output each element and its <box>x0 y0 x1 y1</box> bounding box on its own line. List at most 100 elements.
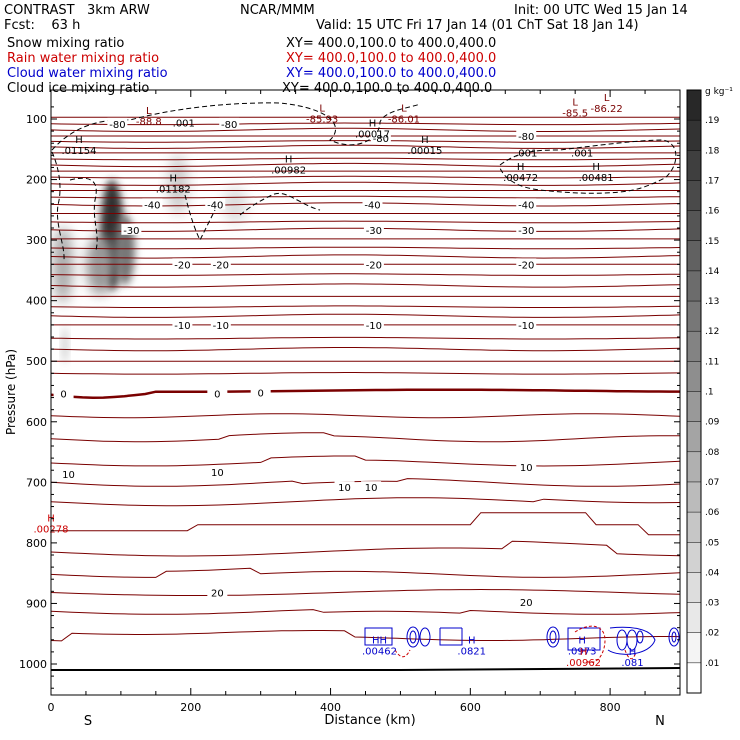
north-label: N <box>655 714 665 729</box>
isotherm-label: 10 <box>520 463 533 474</box>
x-tick-label: 0 <box>48 701 55 714</box>
isotherm-label: -40 <box>518 200 534 211</box>
extremum-marker: L <box>146 106 152 117</box>
extremum-marker: L <box>572 98 578 109</box>
isotherm-label: -20 <box>518 260 534 271</box>
colorbar-band <box>687 391 701 423</box>
extremum-value: .00481 <box>579 173 614 184</box>
y-tick-label: 800 <box>26 537 47 550</box>
isotherm-label-bg <box>172 318 193 330</box>
isotherm-label-bg <box>172 258 193 270</box>
model-name: 3km ARW <box>86 3 150 18</box>
isotherm-label: 20 <box>520 598 533 609</box>
rain-contours <box>394 625 637 663</box>
colorbar-label: .15 <box>705 237 719 247</box>
ice-contour <box>239 192 321 216</box>
isotherm-label: -80 <box>221 120 237 131</box>
colorbar-band <box>687 572 701 604</box>
extremum-value: .0973 <box>568 646 597 657</box>
extremum-value: .00982 <box>271 166 306 177</box>
extremum-value: -86.22 <box>590 104 622 115</box>
cloud-water-contour <box>636 630 644 644</box>
isotherm-label: -10 <box>213 321 229 332</box>
extremum-value: .00962 <box>566 658 601 669</box>
isotherm-label-bg <box>516 258 537 270</box>
isotherm-label-bg <box>516 318 537 330</box>
colorbar-label: .11 <box>705 357 719 367</box>
cloud-water-contour <box>546 626 560 648</box>
colorbar-band <box>687 210 701 242</box>
isotherm-label-bg <box>362 198 383 210</box>
extremum-value: -85.93 <box>306 115 338 126</box>
x-tick-label: 600 <box>460 701 481 714</box>
colorbar-label: .14 <box>705 267 720 277</box>
isotherm-line <box>51 162 680 168</box>
legend-rain: Rain water mixing ratio <box>7 51 160 66</box>
isotherm-label: -80 <box>373 134 389 145</box>
y-tick-label: 100 <box>26 113 47 126</box>
isotherm-label: -40 <box>364 200 380 211</box>
colorbar-unit: g kg⁻¹ <box>705 87 733 97</box>
extremum-marker: H <box>468 635 476 646</box>
isotherm-label-bg <box>516 596 537 608</box>
isotherm-lines <box>51 116 680 642</box>
cloud-water-contour <box>549 630 557 644</box>
isotherm-label-bg <box>334 481 355 493</box>
legend-rain-xy: XY= 400.0,100.0 to 400.0,400.0 <box>286 51 497 66</box>
x-axis-title: Distance (km) <box>324 713 415 728</box>
isotherm-label: -80 <box>109 120 125 131</box>
legend-cloud-ice-xy: XY= 400.0,100.0 to 400.0,400.0 <box>282 81 493 96</box>
isotherm-label: -20 <box>213 260 229 271</box>
isotherm-line <box>51 181 680 186</box>
colorbar-label: .13 <box>705 297 719 307</box>
snow-blob <box>62 327 68 363</box>
x-tick-label: 200 <box>180 701 201 714</box>
extremum-marker: H <box>75 135 83 146</box>
isotherm-line <box>51 220 680 224</box>
legend-cloud-water: Cloud water mixing ratio <box>7 66 168 81</box>
colorbar-label: .19 <box>705 116 720 126</box>
legend-cloud-ice: Cloud ice mixing ratio <box>7 81 150 96</box>
ice-contour <box>51 151 65 261</box>
cloud-water-contour <box>439 627 463 646</box>
isotherm-label: -30 <box>518 226 534 237</box>
extremum-marker: H <box>629 647 637 658</box>
isotherm-line <box>51 195 680 199</box>
isotherm-label-bg <box>53 387 74 399</box>
isotherm-label-bg <box>516 461 537 473</box>
isotherm-line <box>51 127 680 132</box>
isotherm-label-bg <box>210 318 231 330</box>
isotherm-line <box>51 432 680 443</box>
terrain-line <box>51 667 681 671</box>
extremum-marker: H <box>285 155 293 166</box>
fcst-label: Fcst: <box>4 18 35 33</box>
isotherm-label: 10 <box>365 483 378 494</box>
isotherm-label-bg <box>205 198 226 210</box>
isotherm-label: 10 <box>62 470 75 481</box>
isotherm-line <box>51 609 680 615</box>
south-label: S <box>84 714 92 729</box>
colorbar-band <box>687 301 701 332</box>
isotherm-label: 0 <box>60 389 66 400</box>
colorbar-label: .12 <box>705 327 719 337</box>
isotherm-label-bg <box>207 466 228 478</box>
x-tick-label: 400 <box>320 701 341 714</box>
cloud-water-contour <box>616 629 628 651</box>
colorbar-band <box>687 512 701 543</box>
y-tick-label: 600 <box>26 416 47 429</box>
isotherm-label: -10 <box>518 321 534 332</box>
colorbar-label: .06 <box>705 508 720 518</box>
colorbar-band <box>687 451 701 483</box>
isotherm-label: -40 <box>144 200 160 211</box>
ice-contour <box>184 194 216 242</box>
extremum-marker: L <box>604 93 610 104</box>
cloud-water-contour <box>567 627 601 651</box>
isotherm-line <box>51 512 680 536</box>
isotherm-label-bg <box>370 131 391 143</box>
isotherm-label-bg <box>58 467 79 479</box>
colorbar-label: .02 <box>705 629 719 639</box>
colorbar-band <box>687 90 701 121</box>
isotherm-line <box>51 246 680 250</box>
extremum-marker: H <box>170 173 178 184</box>
